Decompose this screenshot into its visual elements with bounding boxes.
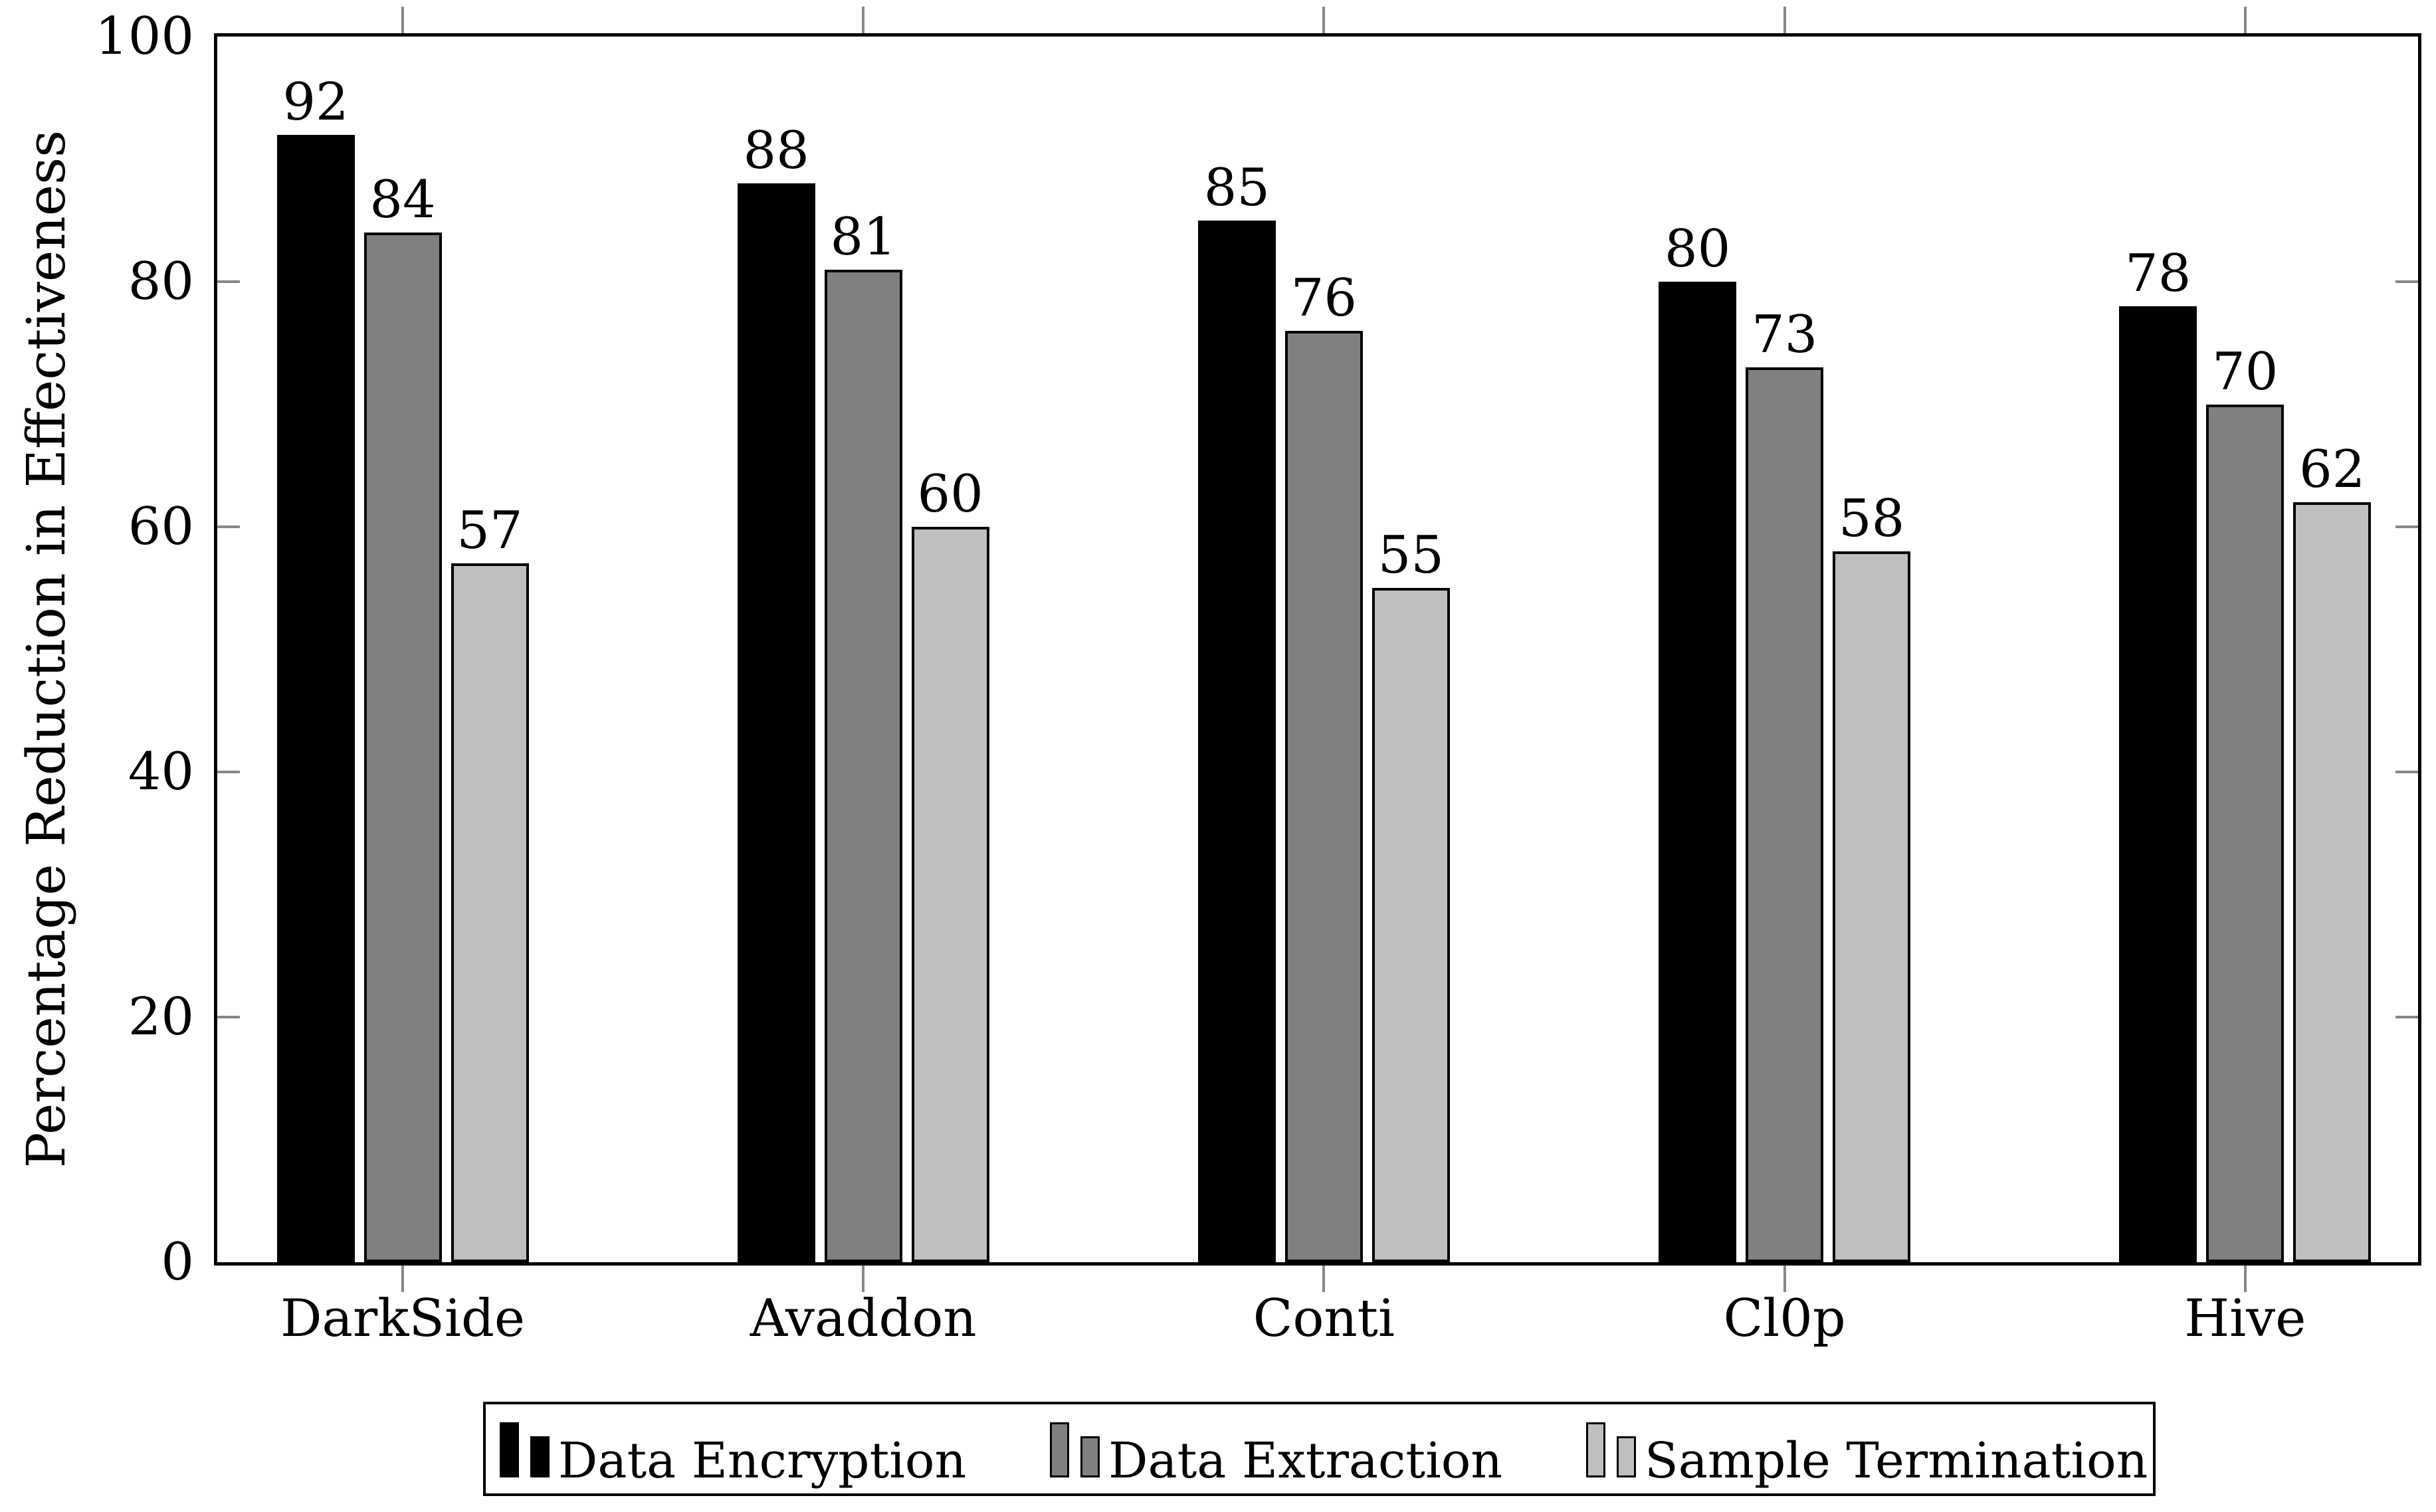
bar-hive-sample-termination [2293, 502, 2372, 1262]
bar-conti-data-extraction [1284, 330, 1363, 1262]
bar-darkside-data-extraction [363, 233, 442, 1262]
y-axis-tick-label: 60 [128, 497, 194, 557]
x-tick-mark-top [862, 7, 865, 33]
y-tick-mark-right [2395, 1016, 2418, 1018]
legend-swatch-bar-tall [1050, 1422, 1070, 1477]
y-tick-mark-left [217, 1016, 240, 1018]
legend-swatch-bar-tall [500, 1422, 519, 1477]
bar-value-label: 73 [1751, 305, 1818, 365]
legend-entry-sample-termination: Sample Termination [1586, 1421, 2148, 1485]
bar-value-label: 62 [2299, 440, 2366, 500]
y-tick-mark-right [2395, 525, 2418, 528]
x-tick-mark-top [1322, 7, 1326, 33]
bar-value-label: 85 [1203, 157, 1270, 218]
x-tick-mark-top [1783, 7, 1786, 33]
x-tick-mark-top [2243, 7, 2247, 33]
bar-value-label: 55 [1377, 525, 1445, 586]
bar-value-label: 81 [830, 207, 896, 267]
bar-darkside-sample-termination [451, 563, 529, 1262]
x-tick-mark-bottom [2243, 1266, 2247, 1292]
y-axis-tick-label: 20 [128, 987, 194, 1047]
bar-conti-data-encryption [1197, 220, 1276, 1262]
legend-swatch-bar-tall [1586, 1422, 1605, 1477]
legend-entry-data-extraction: Data Extraction [1050, 1421, 1502, 1485]
legend-entry-data-encryption: Data Encryption [500, 1421, 966, 1485]
y-tick-mark-left [217, 771, 240, 773]
bar-value-label: 76 [1290, 268, 1358, 328]
x-tick-mark-bottom [401, 1266, 404, 1292]
bar-cl0p-data-encryption [1659, 282, 1737, 1262]
bar-conti-sample-termination [1371, 588, 1450, 1262]
x-tick-mark-bottom [862, 1266, 865, 1292]
plot-area: 92 88 85 80 78 84 81 76 73 70 57 60 55 58 62 [214, 7, 2421, 1292]
legend-swatch-bar-short [1080, 1436, 1100, 1477]
legend-swatch-bar-short [1617, 1436, 1636, 1477]
bar-avaddon-sample-termination [911, 527, 989, 1262]
bar-value-label: 78 [2125, 243, 2191, 304]
legend-label: Sample Termination [1645, 1432, 2148, 1489]
y-tick-mark-left [217, 280, 240, 283]
bar-hive-data-encryption [2119, 306, 2197, 1262]
x-tick-mark-bottom [1322, 1266, 1326, 1292]
bar-value-label: 70 [2212, 341, 2279, 402]
y-tick-mark-right [2395, 771, 2418, 773]
bar-value-label: 60 [917, 464, 983, 524]
bar-avaddon-data-encryption [737, 183, 815, 1262]
bar-value-label: 57 [457, 501, 523, 561]
bar-hive-data-extraction [2206, 404, 2284, 1262]
legend-swatch-bar-short [530, 1436, 550, 1477]
legend-bar-swatch-icon [1586, 1421, 1636, 1477]
bar-cl0p-data-extraction [1746, 367, 1824, 1262]
bar-cl0p-sample-termination [1833, 551, 1911, 1262]
legend: Data Encryption Data Extraction Sample Ter… [483, 1402, 2156, 1496]
bar-darkside-data-encryption [276, 134, 355, 1262]
y-axis-tick-label: 40 [128, 742, 194, 802]
x-axis-tick-label-avaddon: Avaddon [750, 1289, 977, 1349]
legend-bar-swatch-icon [1050, 1421, 1100, 1477]
x-axis-tick-label-conti: Conti [1253, 1289, 1395, 1349]
y-axis-tick-label: 100 [95, 7, 194, 66]
y-tick-mark-right [2395, 280, 2418, 283]
y-axis-tick-label: 0 [161, 1232, 194, 1292]
legend-label: Data Extraction [1108, 1432, 1502, 1489]
x-axis-tick-label-darkside: DarkSide [280, 1289, 526, 1349]
bar-value-label: 58 [1838, 488, 1905, 549]
bar-value-label: 88 [743, 121, 809, 181]
x-axis-tick-label-cl0p: Cl0p [1723, 1289, 1846, 1349]
bar-value-label: 84 [369, 170, 436, 231]
legend-label: Data Encryption [558, 1432, 967, 1489]
bar-avaddon-data-extraction [824, 269, 902, 1262]
x-axis-tick-label-hive: Hive [2184, 1289, 2306, 1349]
x-tick-mark-bottom [1783, 1266, 1786, 1292]
bar-value-label: 92 [282, 72, 349, 132]
y-axis-tick-label: 80 [128, 252, 194, 312]
x-tick-mark-top [401, 7, 404, 33]
bar-value-label: 80 [1664, 219, 1731, 279]
y-tick-mark-left [217, 525, 240, 528]
legend-bar-swatch-icon [500, 1421, 550, 1477]
